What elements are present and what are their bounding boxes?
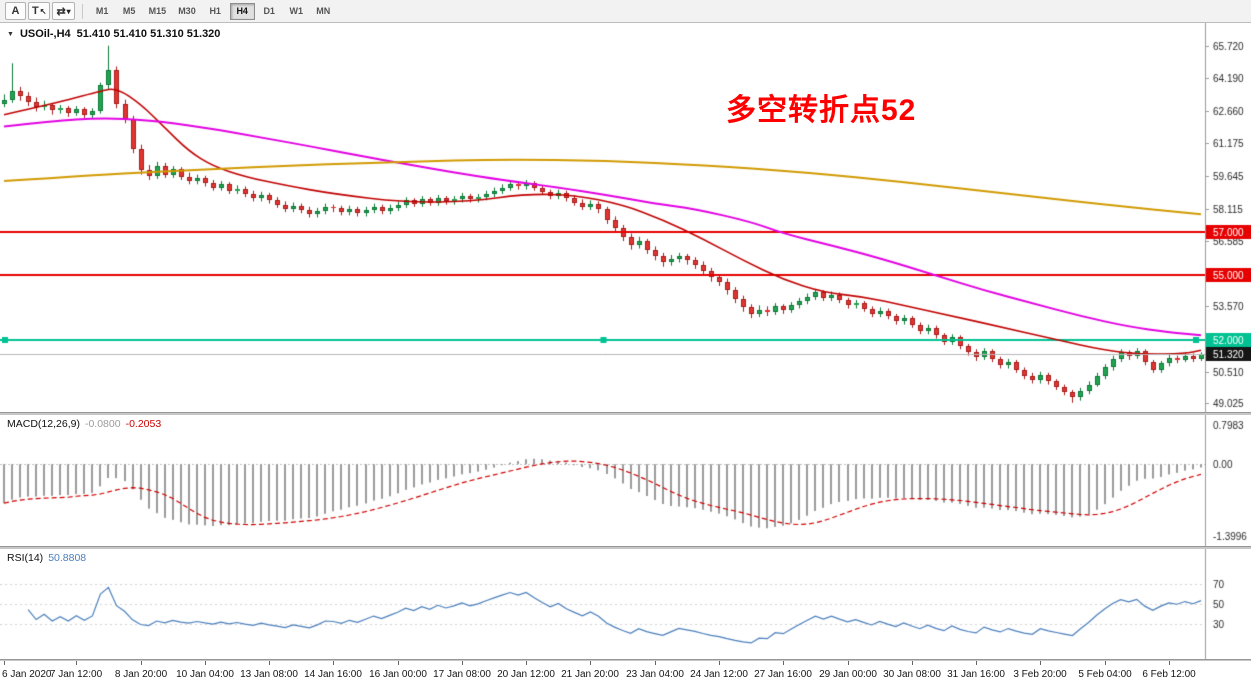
time-label: 6 Jan 2020 [2, 669, 52, 680]
time-tick [719, 661, 720, 665]
time-tick [976, 661, 977, 665]
rsi-canvas[interactable] [0, 549, 1251, 659]
time-tick [398, 661, 399, 665]
time-axis[interactable]: 6 Jan 2020 7 Jan 12:00 8 Jan 20:00 10 Jan 0… [0, 661, 1251, 694]
pane-separator[interactable] [0, 546, 1251, 549]
chart-title: ▼ USOil-,H4 51.410 51.410 51.310 51.320 [7, 28, 220, 40]
time-tick [912, 661, 913, 665]
time-tick [462, 661, 463, 665]
timeframe-button-h1[interactable]: H1 [203, 3, 228, 20]
macd-pane: MACD(12,26,9) -0.0800 -0.2053 [0, 415, 1251, 546]
rsi-value: 50.8808 [48, 552, 87, 564]
time-tick [590, 661, 591, 665]
time-tick [1040, 661, 1041, 665]
time-label: 27 Jan 16:00 [754, 669, 812, 680]
symbol-dropdown-icon[interactable]: ▼ [7, 30, 14, 38]
swap-arrows-icon: ⇄ [56, 5, 66, 18]
timeframe-button-m30[interactable]: M30 [173, 3, 201, 20]
time-tick [205, 661, 206, 665]
timeframe-button-w1[interactable]: W1 [284, 3, 309, 20]
rsi-name: RSI(14) [7, 552, 44, 564]
time-label: 17 Jan 08:00 [433, 669, 491, 680]
macd-signal-value: -0.2053 [125, 418, 162, 430]
timeframe-button-m1[interactable]: M1 [90, 3, 115, 20]
timeframe-button-m5[interactable]: M5 [117, 3, 142, 20]
time-tick [76, 661, 77, 665]
symbol-timeframe-label: USOil-,H4 [19, 28, 71, 40]
time-tick [1169, 661, 1170, 665]
time-tick [141, 661, 142, 665]
pane-separator[interactable] [0, 412, 1251, 415]
macd-name: MACD(12,26,9) [7, 418, 80, 430]
chart-cycle-dropdown[interactable]: ⇄ ▾ [52, 2, 75, 20]
time-tick [526, 661, 527, 665]
time-label: 6 Feb 12:00 [1142, 669, 1196, 680]
time-label: 29 Jan 00:00 [819, 669, 877, 680]
time-tick [4, 661, 5, 665]
time-label: 10 Jan 04:00 [176, 669, 234, 680]
caret-down-icon: ▾ [66, 6, 71, 16]
price-pane: ▼ USOil-,H4 51.410 51.410 51.310 51.320 … [0, 23, 1251, 412]
timeframe-group: M1 M5 M15 M30 H1 H4 D1 W1 MN [89, 2, 337, 20]
time-tick [333, 661, 334, 665]
ohlc-readout: 51.410 51.410 51.310 51.320 [76, 28, 221, 40]
timeframe-button-d1[interactable]: D1 [257, 3, 282, 20]
time-label: 21 Jan 20:00 [561, 669, 619, 680]
time-label: 30 Jan 08:00 [883, 669, 941, 680]
chart-annotation-text: 多空转折点52 [726, 94, 917, 127]
annotation-tool-button[interactable]: A [5, 2, 26, 20]
time-label: 31 Jan 16:00 [947, 669, 1005, 680]
time-label: 7 Jan 12:00 [49, 669, 103, 680]
time-label: 14 Jan 16:00 [304, 669, 362, 680]
pane-separator[interactable] [0, 659, 1251, 661]
text-tool-button[interactable]: T ↖ [28, 2, 51, 20]
timeframe-button-mn[interactable]: MN [311, 3, 336, 20]
time-label: 16 Jan 00:00 [369, 669, 427, 680]
macd-canvas[interactable] [0, 415, 1251, 546]
toolbar-separator [81, 3, 83, 19]
time-label: 20 Jan 12:00 [497, 669, 555, 680]
time-tick [848, 661, 849, 665]
time-label: 5 Feb 04:00 [1078, 669, 1132, 680]
time-tick [783, 661, 784, 665]
time-label: 8 Jan 20:00 [114, 669, 168, 680]
time-tick [269, 661, 270, 665]
macd-label: MACD(12,26,9) -0.0800 -0.2053 [7, 418, 166, 430]
timeframe-button-h4[interactable]: H4 [229, 2, 255, 20]
time-tick [1105, 661, 1106, 665]
rsi-pane: RSI(14) 50.8808 [0, 549, 1251, 659]
toolbar: A T ↖ ⇄ ▾ M1 M5 M15 M30 H1 H4 D1 W1 MN [0, 0, 1251, 23]
rsi-label: RSI(14) 50.8808 [7, 552, 91, 564]
time-tick [655, 661, 656, 665]
price-chart-canvas[interactable] [0, 23, 1251, 412]
time-label: 24 Jan 12:00 [690, 669, 748, 680]
macd-main-value: -0.0800 [84, 418, 121, 430]
time-label: 13 Jan 08:00 [240, 669, 298, 680]
cursor-icon: ↖ [39, 6, 47, 16]
time-label: 23 Jan 04:00 [626, 669, 684, 680]
text-tool-label: T [32, 5, 39, 17]
time-label: 3 Feb 20:00 [1013, 669, 1067, 680]
timeframe-button-m15[interactable]: M15 [144, 3, 172, 20]
